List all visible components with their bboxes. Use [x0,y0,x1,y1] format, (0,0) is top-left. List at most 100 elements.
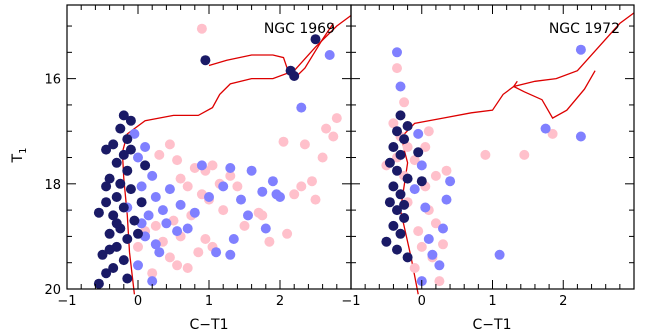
x-tick-label: −1 [57,294,76,309]
data-point-pink [409,155,420,166]
data-point-pink [150,220,161,231]
data-point-navy [122,165,133,176]
data-point-navy [395,189,406,200]
data-point-lavender [164,184,175,195]
data-point-pink [154,149,165,160]
x-axis-label-right: C−T1 [473,317,512,333]
data-point-navy [395,228,406,239]
data-point-lavender [575,44,586,55]
data-point-lavender [324,50,335,60]
data-point-lavender [147,170,158,181]
data-point-navy [392,165,402,176]
data-point-navy [111,157,122,168]
data-point-navy [392,205,402,216]
x-tick-label: 0 [134,294,142,309]
data-point-navy [108,139,119,150]
data-point-lavender [416,160,427,171]
data-point-navy [416,176,427,187]
data-point-pink [172,155,183,166]
panel-title-ngc1969: NGC 1969 [264,21,335,37]
data-point-lavender [575,131,586,142]
data-point-lavender [246,165,257,176]
data-point-navy [310,34,321,45]
data-point-lavender [243,210,253,221]
data-point-navy [97,249,108,260]
data-point-lavender [271,189,282,200]
data-point-lavender [423,234,434,244]
data-point-lavender [236,194,246,205]
data-point-navy [101,181,112,192]
data-point-navy [104,228,115,239]
data-point-navy [140,160,151,171]
data-point-pink [182,181,193,192]
data-point-pink [193,247,204,258]
data-point-pink [409,263,420,273]
data-point-navy [200,55,211,66]
y-tick-label: 20 [44,283,61,298]
data-point-navy [104,244,115,255]
data-point-pink [420,142,431,152]
data-point-pink [402,142,413,152]
data-point-pink [278,136,289,147]
data-point-navy [384,197,395,208]
data-point-lavender [445,176,456,187]
data-point-pink [264,236,275,247]
data-point-lavender [211,247,222,258]
data-point-lavender [420,202,431,213]
data-point-pink [164,139,175,150]
data-point-navy [111,218,122,229]
data-point-navy [395,110,406,121]
data-point-pink [310,194,321,205]
x-axis-label-left: C−T1 [190,317,229,333]
data-point-lavender [150,239,161,250]
y-axis-label: T1 [10,148,29,164]
data-point-lavender [434,260,445,271]
data-point-pink [399,97,410,108]
data-point-pink [392,63,402,74]
data-point-pink [423,126,434,137]
data-point-navy [101,197,112,208]
data-point-pink [321,123,332,134]
plot-area-ngc1972 [381,12,635,295]
data-point-navy [399,134,410,145]
data-point-pink [307,176,317,187]
data-point-navy [125,115,136,126]
data-point-lavender [540,123,551,134]
data-point-navy [413,147,424,158]
data-point-lavender [257,186,268,197]
data-point-navy [399,199,410,210]
data-point-pink [182,263,193,273]
data-point-navy [384,157,395,168]
data-point-pink [207,160,218,171]
data-point-lavender [228,234,239,244]
data-point-navy [136,197,147,208]
data-point-pink [547,128,558,139]
data-point-pink [239,220,250,231]
data-point-lavender [441,194,452,205]
data-point-lavender [427,249,438,260]
x-tick-label: 2 [559,294,567,309]
data-point-lavender [133,260,143,271]
data-point-lavender [409,184,420,195]
data-point-pink [434,276,445,287]
x-tick-label: 1 [488,294,496,309]
data-point-navy [388,220,399,231]
data-point-navy [402,173,413,184]
data-point-navy [118,110,129,121]
data-point-lavender [150,192,161,202]
isochrone-upper-branch [401,12,635,150]
x-tick-label: 2 [276,294,284,309]
data-point-pink [147,268,158,279]
data-point-lavender [147,276,158,287]
data-point-lavender [494,249,505,260]
data-point-navy [395,149,406,160]
data-point-pink [175,173,186,184]
data-point-pink [289,189,300,200]
data-point-pink [331,113,342,124]
data-point-pink [282,228,293,239]
data-point-navy [101,144,112,155]
data-point-pink [257,210,268,221]
data-point-lavender [140,142,151,152]
data-point-navy [111,192,122,202]
panel-title-ngc1972: NGC 1972 [549,21,620,37]
